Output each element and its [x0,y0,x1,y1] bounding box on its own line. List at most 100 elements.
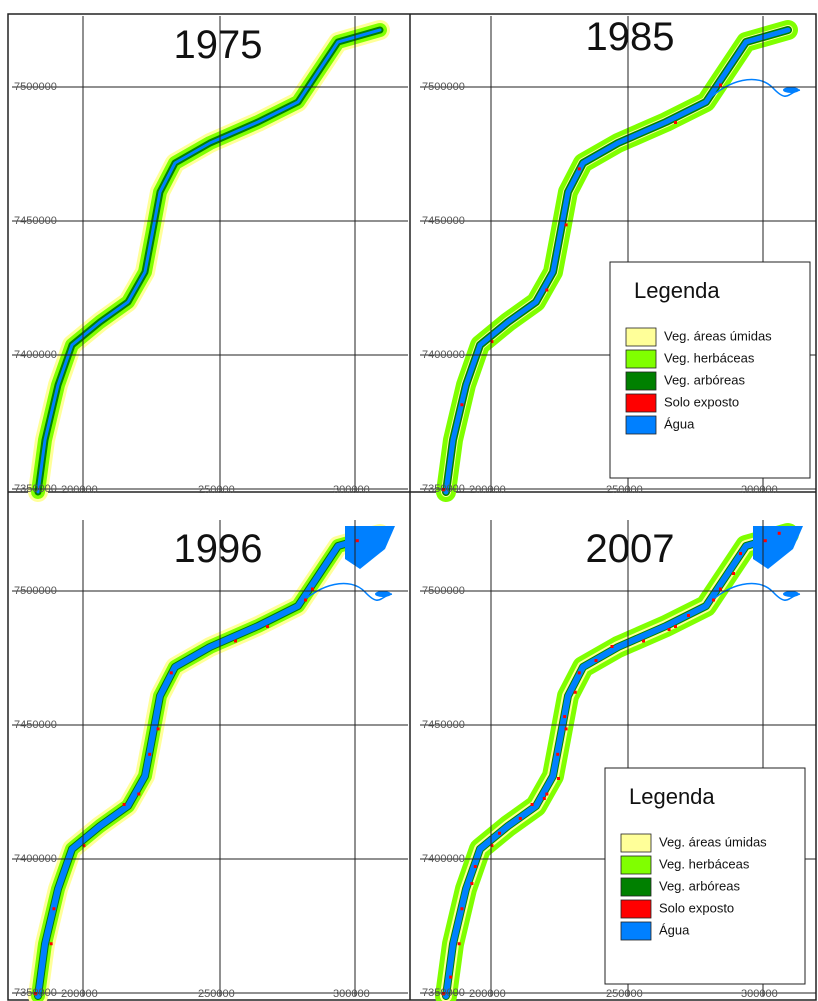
exposed-soil-spot [157,727,160,730]
legend-title: Legenda [634,278,720,303]
map-figure: 7500000 7450000 7400000 7350000 200000 250000… [0,0,818,1001]
exposed-soil-spot [460,403,463,406]
y-coordinate-label: 7400000 [14,853,57,865]
legend-label: Solo exposto [659,900,734,915]
reservoir [783,87,799,93]
exposed-soil-spot [557,777,560,780]
exposed-soil-spot [356,539,359,542]
y-coordinate-label: 7350000 [422,987,465,999]
y-coordinate-label: 7350000 [422,483,465,495]
exposed-soil-spot [563,715,566,718]
exposed-soil-spot [739,552,742,555]
y-coordinate-label: 7350000 [14,483,57,495]
exposed-soil-spot [460,907,463,910]
exposed-soil-spot [498,832,501,835]
exposed-soil-spot [719,84,722,87]
legend-swatch [621,834,651,852]
legend-label: Veg. áreas úmidas [659,834,767,849]
legend-swatch [626,372,656,390]
x-coordinate-label: 200000 [61,988,98,1000]
legend-label: Veg. arbóreas [664,372,745,387]
exposed-soil-spot [642,640,645,643]
y-coordinate-label: 7400000 [422,349,465,361]
x-coordinate-label: 300000 [333,988,370,1000]
exposed-soil-spot [674,625,677,628]
panel-year: 1975 [174,23,263,67]
exposed-soil-spot [578,671,581,674]
panel-year: 1996 [174,527,263,571]
panel-year: 2007 [586,527,675,571]
exposed-soil-spot [545,793,548,796]
exposed-soil-spot [674,121,677,124]
legend-swatch [621,856,651,874]
exposed-soil-spot [687,614,690,617]
legend-label: Veg. herbáceas [664,350,755,365]
legend-swatch [621,900,651,918]
reservoir [783,591,799,597]
exposed-soil-spot [764,539,767,542]
exposed-soil-spot [578,167,581,170]
exposed-soil-spot [170,671,173,674]
exposed-soil-spot [668,628,671,631]
exposed-soil-spot [778,532,781,535]
exposed-soil-spot [304,599,307,602]
exposed-soil-spot [470,882,473,885]
x-coordinate-label: 200000 [469,988,506,1000]
x-coordinate-label: 250000 [606,484,643,496]
legend-label: Veg. áreas úmidas [664,328,772,343]
exposed-soil-spot [234,640,237,643]
legend-label: Água [659,922,690,937]
x-coordinate-label: 250000 [198,988,235,1000]
exposed-soil-spot [531,803,534,806]
exposed-soil-spot [611,645,614,648]
legend-label: Água [664,416,695,431]
reservoir [375,591,391,597]
legend-label: Solo exposto [664,394,739,409]
exposed-soil-spot [52,907,55,910]
legend-swatch [626,416,656,434]
y-coordinate-label: 7450000 [422,215,465,227]
exposed-soil-spot [565,223,568,226]
exposed-soil-spot [474,865,477,868]
exposed-soil-spot [50,942,53,945]
y-coordinate-label: 7500000 [14,585,57,597]
exposed-soil-spot [449,976,452,979]
exposed-soil-spot [719,588,722,591]
exposed-soil-spot [311,588,314,591]
y-coordinate-label: 7450000 [14,719,57,731]
x-coordinate-label: 200000 [61,484,98,496]
exposed-soil-spot [556,753,559,756]
exposed-soil-spot [595,659,598,662]
legend-swatch [621,922,651,940]
exposed-soil-spot [732,572,735,575]
legend-label: Veg. arbóreas [659,878,740,893]
legend-title: Legenda [629,784,715,809]
exposed-soil-spot [543,797,546,800]
y-coordinate-label: 7500000 [422,585,465,597]
y-coordinate-label: 7350000 [14,987,57,999]
exposed-soil-spot [519,817,522,820]
exposed-soil-spot [458,942,461,945]
x-coordinate-label: 200000 [469,484,506,496]
y-coordinate-label: 7450000 [422,719,465,731]
exposed-soil-spot [123,803,126,806]
y-coordinate-label: 7400000 [422,853,465,865]
exposed-soil-spot [545,289,548,292]
legend-swatch [626,394,656,412]
exposed-soil-spot [712,599,715,602]
legend-label: Veg. herbáceas [659,856,750,871]
y-coordinate-label: 7500000 [422,81,465,93]
exposed-soil-spot [137,793,140,796]
exposed-soil-spot [148,753,151,756]
exposed-soil-spot [574,691,577,694]
x-coordinate-label: 250000 [198,484,235,496]
x-coordinate-label: 250000 [606,988,643,1000]
legend: Legenda Veg. áreas úmidas Veg. herbáceas Ve… [605,768,805,984]
legend: Legenda Veg. áreas úmidas Veg. herbáceas Ve… [610,262,810,478]
x-coordinate-label: 300000 [333,484,370,496]
legend-swatch [626,328,656,346]
legend-swatch [626,350,656,368]
panel-year: 1985 [586,15,675,59]
y-coordinate-label: 7400000 [14,349,57,361]
y-coordinate-label: 7500000 [14,81,57,93]
